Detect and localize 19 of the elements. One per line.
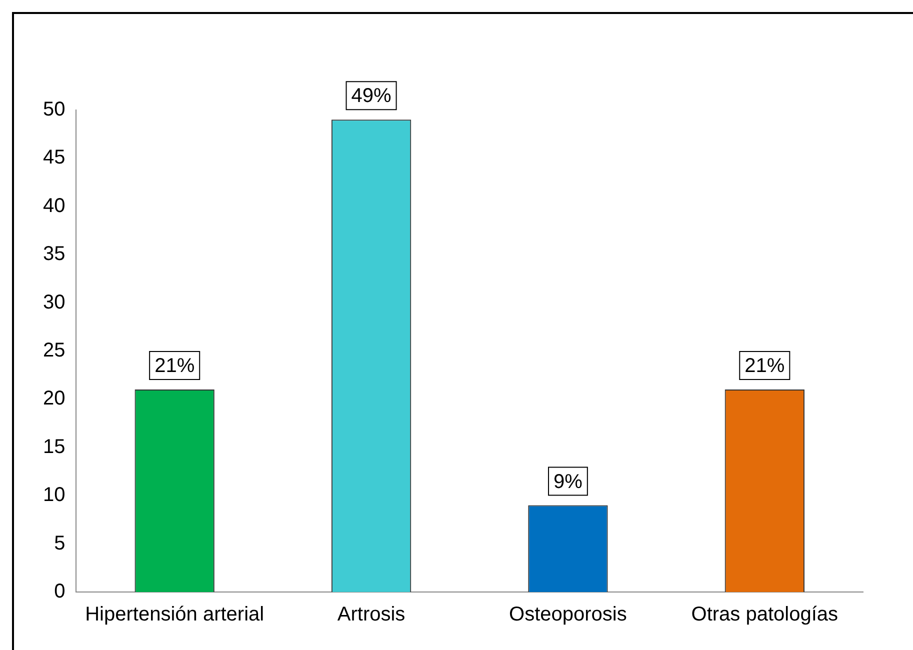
x-tick-label: Osteoporosis <box>509 604 627 626</box>
data-label: 21% <box>744 355 785 378</box>
y-tick-label: 20 <box>42 388 66 410</box>
y-tick-label: 15 <box>42 436 66 458</box>
x-tick-label: Otras patologías <box>691 604 838 626</box>
x-tick-label: Hipertensión arterial <box>85 604 264 626</box>
y-tick-label: 30 <box>42 291 66 314</box>
y-tick-label: 25 <box>42 340 66 362</box>
y-tick-label: 50 <box>42 98 66 121</box>
y-tick-label: 35 <box>42 243 66 266</box>
y-tick-label: 5 <box>54 532 66 554</box>
data-label: 21% <box>154 355 195 378</box>
y-tick-label: 10 <box>42 484 66 506</box>
data-label: 9% <box>554 470 583 493</box>
data-label: 49% <box>351 85 392 108</box>
y-tick-label: 40 <box>42 194 66 217</box>
y-tick-label: 45 <box>42 146 66 169</box>
y-tick-label: 0 <box>54 580 66 603</box>
x-tick-label: Artrosis <box>337 604 406 626</box>
